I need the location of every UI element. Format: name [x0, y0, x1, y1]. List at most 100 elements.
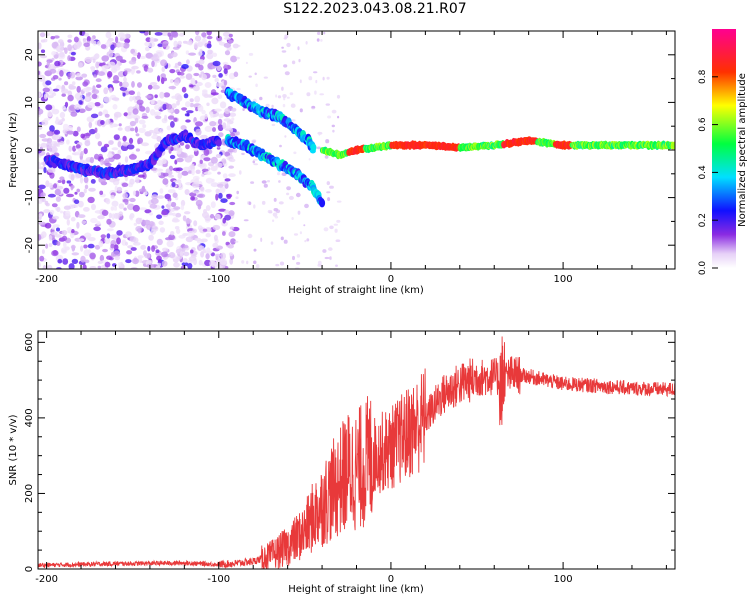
spectrogram-speckle: [217, 94, 223, 100]
spectrogram-speckle: [255, 264, 260, 269]
spectrogram-speckle: [205, 253, 210, 260]
spectrogram-speckle: [169, 69, 176, 74]
spectrogram-speckle: [286, 42, 291, 48]
spectrogram-speckle: [228, 165, 234, 169]
spectrogram-speckle: [134, 126, 138, 133]
spectrogram-speckle: [80, 245, 84, 252]
spectrogram-speckle: [38, 61, 42, 67]
spectrogram-speckle: [193, 258, 197, 266]
spectrogram-speckle: [97, 260, 104, 264]
spectrogram-speckle: [136, 99, 144, 105]
spectrogram-speckle: [98, 177, 106, 184]
spectrogram-speckle: [75, 144, 81, 149]
colorbar-ticks: 0.0 0.2 0.4 0.6 0.8: [698, 69, 718, 275]
spectrogram-speckle: [78, 108, 86, 114]
spectrogram-speckle: [135, 133, 140, 137]
spectrogram-speckle: [328, 247, 333, 251]
spectrogram-speckle: [205, 177, 214, 184]
spectrogram-speckle: [131, 68, 135, 75]
spectrogram-speckle: [158, 258, 162, 264]
spectrogram-speckle: [162, 103, 167, 111]
spectrogram-speckle: [61, 88, 69, 94]
spectrogram-speckle: [335, 239, 341, 242]
spectrogram-speckle: [58, 77, 62, 81]
spectrogram-speckle: [214, 253, 221, 257]
spectrogram-speckle: [66, 130, 75, 135]
snr-y-tick-label: 400: [24, 408, 35, 427]
spectrogram-speckle: [283, 64, 288, 68]
spectrogram-speckle: [160, 73, 166, 79]
spectrogram-speckle: [291, 119, 296, 122]
spectrogram-speckle: [206, 35, 213, 40]
spectrogram-speckle: [216, 35, 223, 42]
spectrogram-speckle: [253, 260, 257, 265]
spectrogram-speckle: [179, 152, 188, 159]
spectrogram-speckle: [145, 106, 150, 114]
snr-y-tick-label: 200: [24, 484, 35, 503]
spectrogram-speckle: [135, 95, 142, 101]
spectrogram-speckle: [150, 99, 155, 105]
spectrogram-speckle: [159, 188, 164, 194]
spectrogram-speckle: [38, 70, 41, 76]
spectrogram-speckle: [185, 73, 193, 80]
spectrogram-speckle: [151, 194, 158, 200]
spectrogram-ridge-mark: [319, 198, 326, 208]
spectrogram-speckle: [76, 126, 81, 132]
spectrogram-speckle: [166, 240, 174, 248]
spectrogram-speckle: [224, 151, 231, 157]
spectrogram-speckle: [304, 203, 309, 209]
spectrogram-speckle: [66, 193, 74, 198]
spectrogram-speckle: [67, 34, 73, 39]
spectrogram-speckle: [297, 46, 300, 51]
spectrogram-speckle: [184, 211, 191, 215]
spectrogram-speckle: [218, 132, 224, 138]
spectrogram-speckle: [241, 152, 245, 156]
spectrogram-speckle: [112, 104, 118, 110]
spectrogram-speckle: [161, 210, 168, 216]
spectrogram-speckle: [193, 85, 200, 92]
spectrogram-speckle: [327, 115, 332, 119]
spectrogram-speckle: [122, 192, 128, 199]
spectrogram-speckle: [121, 81, 129, 88]
spectrogram-speckle: [156, 238, 163, 246]
spectrogram-speckle: [107, 71, 113, 78]
spectrogram-speckle: [59, 51, 65, 58]
spectrogram-speckle: [157, 75, 161, 82]
spectrogram-speckle: [181, 86, 187, 93]
spectrogram-speckle: [161, 158, 167, 165]
spectrogram-speckle: [38, 108, 44, 115]
spectrogram-speckle: [226, 155, 234, 161]
spectrogram-speckle: [182, 215, 187, 222]
spectrogram-speckle: [105, 118, 111, 125]
spectrogram-speckle: [103, 96, 111, 103]
spectrogram-speckle: [332, 129, 335, 133]
spectrogram-speckle: [177, 40, 182, 46]
spectrogram-speckle: [336, 219, 341, 223]
spectrogram-speckle: [53, 35, 60, 39]
snr-series-line: [38, 336, 675, 569]
spectrogram-speckle: [52, 224, 60, 228]
spectrogram-speckle: [203, 157, 211, 162]
spectrogram-speckle: [98, 240, 104, 248]
spectrogram-speckle: [140, 244, 147, 250]
spectrogram-speckle: [229, 112, 237, 117]
spectrogram-speckle: [156, 159, 163, 166]
spectrogram-speckle: [162, 178, 169, 185]
spectrogram-speckle: [210, 92, 219, 96]
spectrogram-speckle: [88, 187, 96, 192]
spectrogram-speckle: [76, 188, 80, 193]
spectrogram-speckle: [45, 32, 51, 37]
spectrogram-speckle: [172, 217, 179, 222]
spectrogram-speckle: [50, 231, 58, 236]
spectrogram-speckle: [209, 260, 216, 267]
spectrogram-speckle: [189, 98, 194, 103]
spectrogram-speckle: [223, 64, 228, 71]
spectrogram-speckle: [54, 234, 62, 238]
spectrogram-speckle: [76, 85, 81, 93]
spectrogram-speckle: [71, 81, 76, 86]
snr-x-tick-label: -200: [35, 574, 58, 585]
spectrogram-speckle: [170, 201, 177, 208]
spectrogram-speckle: [116, 237, 121, 245]
spectrogram-speckle: [253, 158, 258, 161]
